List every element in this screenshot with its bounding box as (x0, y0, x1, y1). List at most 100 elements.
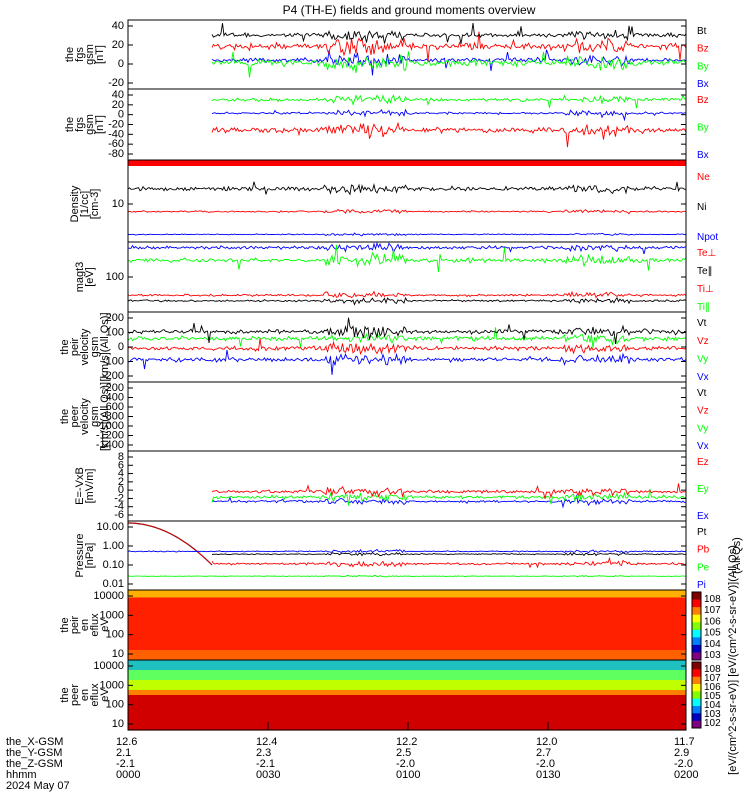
ylabel-1-1: fgs (74, 117, 86, 132)
colorbar-seg-8-7 (692, 644, 701, 653)
ytick-label-3-0: 100 (106, 271, 124, 283)
spectro-band-8-11 (128, 617, 686, 621)
spectro-band-9-14 (128, 695, 686, 699)
colorbar-tick-8-0: 108 (704, 594, 721, 605)
trace-pt-early (128, 522, 213, 566)
legend-5-2: Vy (697, 423, 708, 434)
trace-ey (211, 488, 687, 506)
spectro-band-8-12 (128, 620, 686, 624)
colorbar-seg-9-1 (692, 669, 701, 678)
spectro-band-8-9 (128, 612, 686, 616)
colorbar-tick-9-6: 102 (704, 718, 721, 729)
ylabel-0-2: gsm (84, 44, 96, 65)
trace-vx (128, 349, 687, 375)
spectro-band-8-10 (128, 615, 686, 619)
ylabel-7-1: [nPa] (84, 543, 96, 569)
legend-6-1: Ey (697, 484, 709, 495)
ytick-label-6-3: 2 (118, 476, 124, 488)
colorbar-seg-8-4 (692, 622, 701, 631)
colorbar-tick-8-2: 106 (704, 616, 721, 627)
trace-gsm-bz (211, 121, 687, 148)
xaxis-value-2-2: -2.0 (396, 758, 415, 770)
ytick-label-0-2: 0 (118, 58, 124, 70)
spectro-band-8-26 (128, 655, 686, 659)
ytick-label-4-2: 0 (118, 341, 124, 353)
ytick-label-5-2: -600 (102, 401, 124, 413)
spectro-band-9-16 (128, 700, 686, 704)
colorbar-seg-9-6 (692, 706, 701, 714)
ytick-label-1-4: -40 (108, 128, 124, 140)
ytick-label-9-1: 1000 (100, 679, 124, 691)
trace-te-par (127, 296, 687, 306)
xaxis-value-1-1: 2.3 (256, 747, 271, 759)
colorbar-tick-9-0: 108 (704, 664, 721, 675)
spectro-band-8-27 (128, 657, 686, 661)
xaxis-value-0-1: 12.4 (256, 736, 277, 748)
ytick-label-8-0: 10000 (93, 590, 124, 602)
trace-bt (211, 22, 687, 44)
spectro-band-9-2 (128, 665, 686, 669)
ytick-label-1-6: -80 (108, 148, 124, 160)
xaxis-value-3-1: 0030 (256, 769, 280, 781)
colorbar-seg-8-5 (692, 629, 701, 638)
colorbar-tick-9-4: 104 (704, 700, 721, 711)
legend-2-2: Npot (697, 232, 718, 243)
legend-3-3: Ti∥ (697, 302, 710, 313)
trace-ti-perp (127, 290, 687, 299)
spectro-band-9-0 (128, 660, 686, 664)
spectro-band-9-3 (128, 667, 686, 671)
colorbar-seg-9-5 (692, 698, 701, 707)
spectro-band-8-19 (128, 637, 686, 641)
xaxis-value-1-2: 2.5 (396, 747, 411, 759)
panels: 40200-20thefgsgsm[nT]BtBzByBx40200-20-40… (59, 19, 743, 775)
spectro-band-8-24 (128, 650, 686, 654)
ytick-label-0-1: 20 (112, 39, 124, 51)
xaxis-value-2-1: -2.1 (256, 758, 275, 770)
ytick-label-5-5: -1200 (96, 430, 124, 442)
ylabel-1-3: [nT] (94, 115, 106, 134)
figure-title: P4 (TH-E) fields and ground moments over… (283, 3, 536, 17)
colorbar-seg-9-0 (692, 662, 701, 670)
ylabel-4-4: [km/s](All Qs)] (99, 312, 111, 381)
spectro-band-9-9 (128, 682, 686, 686)
legend-6-2: Ex (697, 511, 709, 522)
ytick-label-5-0: -200 (102, 382, 124, 394)
colorbar-seg-8-1 (692, 599, 701, 608)
legend-0-1: Bz (697, 44, 709, 55)
panel-frame-7 (127, 520, 687, 591)
legend-2-1: Ni (697, 202, 706, 213)
spectro-band-9-22 (128, 715, 686, 719)
legend-3-1: Te∥ (697, 266, 713, 277)
ytick-label-6-1: 6 (118, 459, 124, 471)
legend-4-1: Vz (697, 336, 709, 347)
ytick-label-4-0: 200 (106, 312, 124, 324)
xaxis-value-3-0: 0000 (116, 769, 140, 781)
xaxis-value-2-3: -2.0 (536, 758, 555, 770)
legend-0-2: By (697, 61, 709, 72)
ylabel-8-0: the (59, 617, 71, 632)
spectro-band-9-20 (128, 710, 686, 714)
trace-gsm-by (211, 94, 687, 109)
ytick-label-4-3: -100 (102, 356, 124, 368)
colorbar-frame-8 (691, 591, 702, 661)
colorbar-seg-9-8 (692, 720, 701, 729)
panel-frame-5 (127, 381, 687, 452)
trace-npot (127, 232, 687, 237)
colorbar-seg-8-8 (692, 652, 701, 661)
ytick-label-6-6: -4 (114, 501, 124, 513)
ylabel-9-3: eflux (89, 683, 101, 707)
legend-3-2: Ti⊥ (697, 284, 714, 295)
spectro-band-9-18 (128, 705, 686, 709)
ylabel-6-0: E=-VxB (74, 467, 86, 505)
trace-ti-par (127, 244, 687, 273)
ylabel-1-0: the (64, 117, 76, 132)
colorbar-tick-9-3: 105 (704, 691, 721, 702)
ytick-label-6-2: 4 (118, 468, 124, 480)
ytick-label-5-6: -1400 (96, 439, 124, 451)
ytick-label-9-0: 10000 (93, 660, 124, 672)
spectro-band-8-1 (128, 592, 686, 596)
trace-pb (211, 556, 687, 569)
spectro-band-8-18 (128, 635, 686, 639)
spectro-band-8-17 (128, 632, 686, 636)
